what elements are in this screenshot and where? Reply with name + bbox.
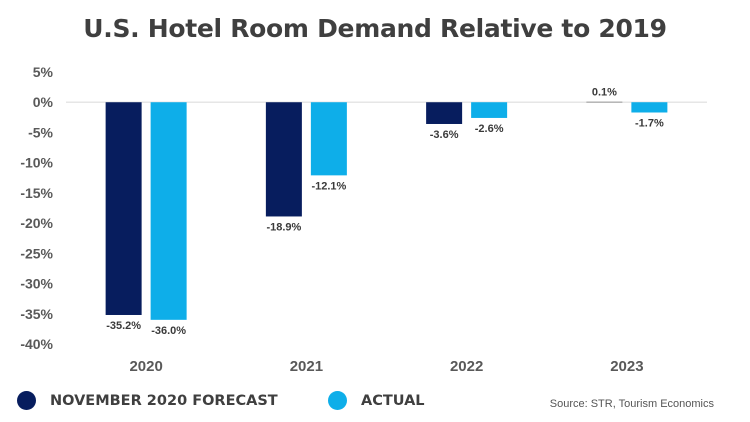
legend-dot-actual-icon: [328, 391, 347, 410]
data-label-forecast-2022: -3.6%: [430, 129, 459, 141]
y-tick-label: 5%: [33, 64, 54, 80]
data-label-actual-2023: -1.7%: [635, 117, 664, 129]
y-tick-label: -15%: [20, 185, 53, 201]
y-tick-label: -35%: [20, 306, 53, 322]
y-tick-label: -5%: [28, 124, 53, 140]
y-tick-label: -25%: [20, 245, 53, 261]
y-tick-label: -30%: [20, 276, 53, 292]
bars: [105, 101, 668, 320]
data-label-forecast-2020: -35.2%: [106, 320, 141, 332]
data-labels: -35.2% -36.0% -18.9% -12.1% -3.6% -2.6% 0.1% -1…: [106, 87, 664, 337]
bar-actual-2022: [471, 102, 508, 118]
data-label-actual-2022: -2.6%: [475, 123, 504, 135]
bar-actual-2020: [150, 102, 187, 320]
y-tick-label: -20%: [20, 215, 53, 231]
data-label-forecast-2021: -18.9%: [266, 221, 301, 233]
source-note: Source: STR, Tourism Economics: [549, 398, 714, 410]
y-tick-label: -10%: [20, 155, 53, 171]
x-tick-label: 2023: [610, 358, 643, 375]
bar-actual-2021: [310, 102, 347, 176]
y-axis: 5% 0% -5% -10% -15% -20% -25% -30% -35% -40%: [20, 64, 53, 352]
x-tick-label: 2021: [290, 358, 323, 375]
bar-actual-2023: [631, 102, 668, 113]
data-label-actual-2021: -12.1%: [311, 180, 346, 192]
x-tick-label: 2022: [450, 358, 483, 375]
bar-forecast-2021: [265, 102, 302, 217]
bar-forecast-2022: [426, 102, 463, 124]
y-tick-label: -40%: [20, 336, 53, 352]
legend-item-forecast: NOVEMBER 2020 FORECAST: [17, 391, 278, 410]
chart-title: U.S. Hotel Room Demand Relative to 2019: [83, 14, 667, 43]
legend-item-actual: ACTUAL: [328, 391, 425, 410]
legend-dot-forecast-icon: [17, 391, 36, 410]
x-tick-label: 2020: [129, 358, 162, 375]
legend-label-forecast: NOVEMBER 2020 FORECAST: [50, 392, 278, 409]
x-axis: 2020 2021 2022 2023: [129, 358, 643, 375]
legend-label-actual: ACTUAL: [361, 392, 425, 409]
data-label-actual-2020: -36.0%: [151, 325, 186, 337]
y-tick-label: 0%: [33, 94, 54, 110]
bar-forecast-2023: [586, 101, 623, 103]
data-label-forecast-2023: 0.1%: [592, 87, 617, 99]
bar-forecast-2020: [105, 102, 142, 315]
